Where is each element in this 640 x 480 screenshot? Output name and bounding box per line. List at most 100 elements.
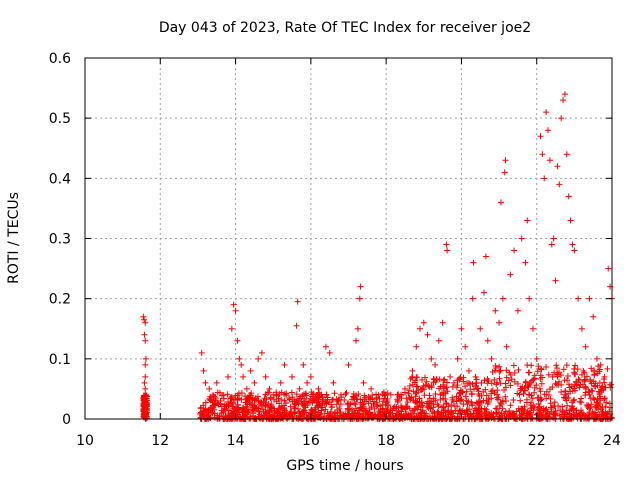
noise-point [514,380,521,387]
noise-point [431,410,438,417]
data-point [142,373,149,380]
noise-point [450,398,457,405]
noise-point [474,413,481,420]
y-tick-label: 0.3 [49,232,71,248]
noise-point [559,408,566,415]
noise-point [353,396,360,403]
noise-point [599,414,606,421]
data-point [469,295,476,302]
noise-point [503,374,510,381]
data-point [142,391,149,398]
noise-point [395,407,402,414]
noise-point [413,389,420,396]
noise-point [582,384,589,391]
noise-point [414,383,421,390]
noise-point [553,362,560,369]
noise-point [196,411,203,418]
x-tick-labels: 10 12 14 16 18 20 22 24 [76,433,621,449]
noise-point [431,376,438,383]
noise-point [525,384,532,391]
x-tick-label: 22 [528,433,546,449]
noise-point [463,388,470,395]
x-tick-label: 12 [151,433,169,449]
noise-point [542,406,549,413]
noise-point [267,394,274,401]
noise-point [278,396,285,403]
noise-point [538,380,545,387]
noise-point [581,376,588,383]
data-point [503,343,510,350]
data-point [575,295,582,302]
noise-point [543,395,550,402]
noise-point [347,401,354,408]
data-point [394,391,401,398]
data-point [507,271,514,278]
data-point [383,397,390,404]
noise-point [250,407,257,414]
noise-point [510,362,517,369]
noise-point [398,404,405,411]
noise-point [225,398,232,405]
data-point [141,331,148,338]
noise-point [234,404,241,411]
data-point [315,385,322,392]
noise-point [249,406,256,413]
data-point [142,337,149,344]
noise-point [507,382,514,389]
noise-point [218,392,225,399]
noise-point [538,396,545,403]
noise-point [256,401,263,408]
noise-point [496,363,503,370]
noise-point [537,411,544,418]
noise-point [502,393,509,400]
data-point [357,283,364,290]
noise-point [267,402,274,409]
noise-point [491,389,498,396]
data-point [141,316,148,323]
noise-point [365,400,372,407]
noise-point [421,392,428,399]
data-point [270,391,277,398]
noise-point [271,409,278,416]
data-point [277,379,284,386]
noise-point [582,392,589,399]
data-point [293,322,300,329]
noise-point [425,382,432,389]
noise-point [545,371,552,378]
noise-point [355,391,362,398]
data-point [563,151,570,158]
noise-point [414,374,421,381]
noise-point [308,393,315,400]
data-point [462,343,469,350]
noise-point [531,375,538,382]
noise-point [240,404,247,411]
x-tick-label: 20 [453,433,471,449]
y-tick-label: 0.5 [49,111,71,127]
data-point [375,391,382,398]
noise-point [371,398,378,405]
data-point [238,361,245,368]
noise-point [476,392,483,399]
noise-point [448,402,455,409]
noise-point [555,381,562,388]
noise-point [343,389,350,396]
data-point [554,163,561,170]
noise-point [592,414,599,421]
noise-point [243,403,250,410]
data-point [228,325,235,332]
noise-point [495,409,502,416]
noise-point [483,414,490,421]
noise-point [515,405,522,412]
noise-point [376,409,383,416]
noise-point [498,401,505,408]
noise-point [440,383,447,390]
noise-point [230,403,237,410]
data-point [450,379,457,386]
noise-point [262,401,269,408]
data-point [522,259,529,266]
noise-point [324,410,331,417]
noise-point [445,403,452,410]
noise-point [492,410,499,417]
noise-point [225,407,232,414]
noise-point [462,411,469,418]
